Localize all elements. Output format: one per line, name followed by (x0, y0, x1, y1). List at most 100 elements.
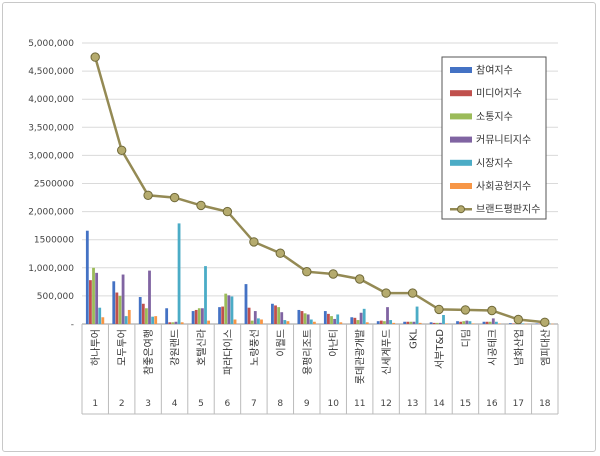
bar (435, 322, 439, 324)
bar (442, 315, 445, 324)
bar (336, 314, 340, 324)
bar (280, 312, 284, 324)
bar (230, 296, 234, 324)
bar (283, 320, 287, 324)
bar (439, 322, 442, 324)
bar (95, 272, 99, 324)
bar (306, 314, 310, 324)
bar (300, 311, 304, 324)
y-tick-label: 1500000 (34, 236, 74, 246)
brand-index-line (90, 52, 550, 327)
bar (260, 319, 263, 324)
bar (168, 322, 172, 324)
bar (432, 322, 436, 324)
bar (174, 321, 178, 324)
bar (297, 309, 301, 324)
y-tick-label: 3,500,000 (28, 123, 74, 133)
rank-label: 8 (277, 399, 283, 409)
bar (227, 295, 231, 324)
bar (89, 280, 92, 324)
legend-swatch (450, 113, 472, 120)
bar (309, 319, 313, 324)
bar (197, 308, 201, 324)
y-tick-label: - (71, 320, 74, 330)
bar (538, 323, 542, 324)
bar (224, 293, 228, 324)
bar (271, 303, 274, 324)
bar (333, 318, 337, 324)
legend-swatch (450, 67, 472, 73)
line-point (513, 314, 523, 325)
rank-label: 17 (513, 399, 524, 409)
bar (141, 303, 145, 324)
y-tick-label: 3,000,000 (28, 151, 74, 161)
bar (445, 323, 448, 324)
bar (92, 267, 95, 324)
bar (303, 313, 307, 324)
x-tick-label: 참좋은여행 (143, 329, 155, 375)
line-point (222, 206, 233, 217)
line-point (169, 192, 180, 203)
x-tick-label: 엠피대산 (540, 329, 552, 366)
line-point (434, 304, 444, 315)
x-tick-label: 파라다이스 (222, 329, 234, 375)
bar (323, 311, 327, 324)
legend-label: 시장지수 (476, 157, 513, 169)
bar (491, 318, 495, 324)
bar (429, 322, 433, 324)
bar (218, 307, 221, 324)
rank-label: 9 (304, 399, 310, 409)
bar (101, 317, 105, 324)
bar (494, 321, 498, 324)
rank-label: 5 (198, 399, 204, 409)
bar (233, 319, 237, 324)
rank-label: 6 (225, 399, 231, 409)
legend-label: 미디어지수 (476, 88, 522, 100)
x-tick-label: 호텔신라 (196, 329, 208, 366)
bar (418, 322, 422, 324)
rank-label: 12 (380, 399, 391, 409)
bar (118, 295, 122, 324)
line-point (196, 200, 206, 211)
legend-swatch (450, 90, 472, 97)
x-tick-label: 디딤 (460, 329, 472, 347)
bar (512, 323, 515, 324)
bar (165, 308, 169, 324)
rank-label: 2 (119, 399, 125, 409)
line-point (328, 269, 338, 279)
legend-swatch-marker (457, 205, 465, 214)
legend-label: 참여지수 (476, 65, 513, 77)
bar (406, 321, 410, 324)
bar (409, 321, 413, 324)
bar (327, 313, 330, 324)
bar (312, 321, 316, 324)
bar (376, 321, 380, 324)
x-tick-label: 노랑풍선 (249, 329, 261, 366)
y-tick-label: 5,000,000 (28, 39, 74, 49)
bar (389, 320, 393, 324)
line-point (540, 317, 550, 327)
bar (151, 316, 155, 324)
y-axis-tick-labels: 5,000,000 4,500,000 4,000,000 3,500,000 3,00… (28, 39, 74, 330)
bar (244, 284, 248, 324)
line-point (487, 305, 497, 316)
bar (386, 307, 389, 324)
bar (379, 320, 383, 324)
bars (85, 223, 554, 325)
bar (465, 320, 469, 324)
legend-label: 사회공헌지수 (476, 181, 531, 193)
bar (180, 322, 184, 324)
bar (362, 308, 366, 324)
x-tick-label: 이월드 (275, 329, 287, 357)
bar (353, 317, 357, 324)
bar (471, 323, 475, 324)
bar (356, 320, 360, 324)
bar (392, 322, 396, 324)
bar (286, 321, 290, 324)
bar (127, 309, 131, 324)
line-point (117, 145, 127, 156)
rank-label: 14 (433, 399, 445, 409)
bar (124, 316, 128, 324)
